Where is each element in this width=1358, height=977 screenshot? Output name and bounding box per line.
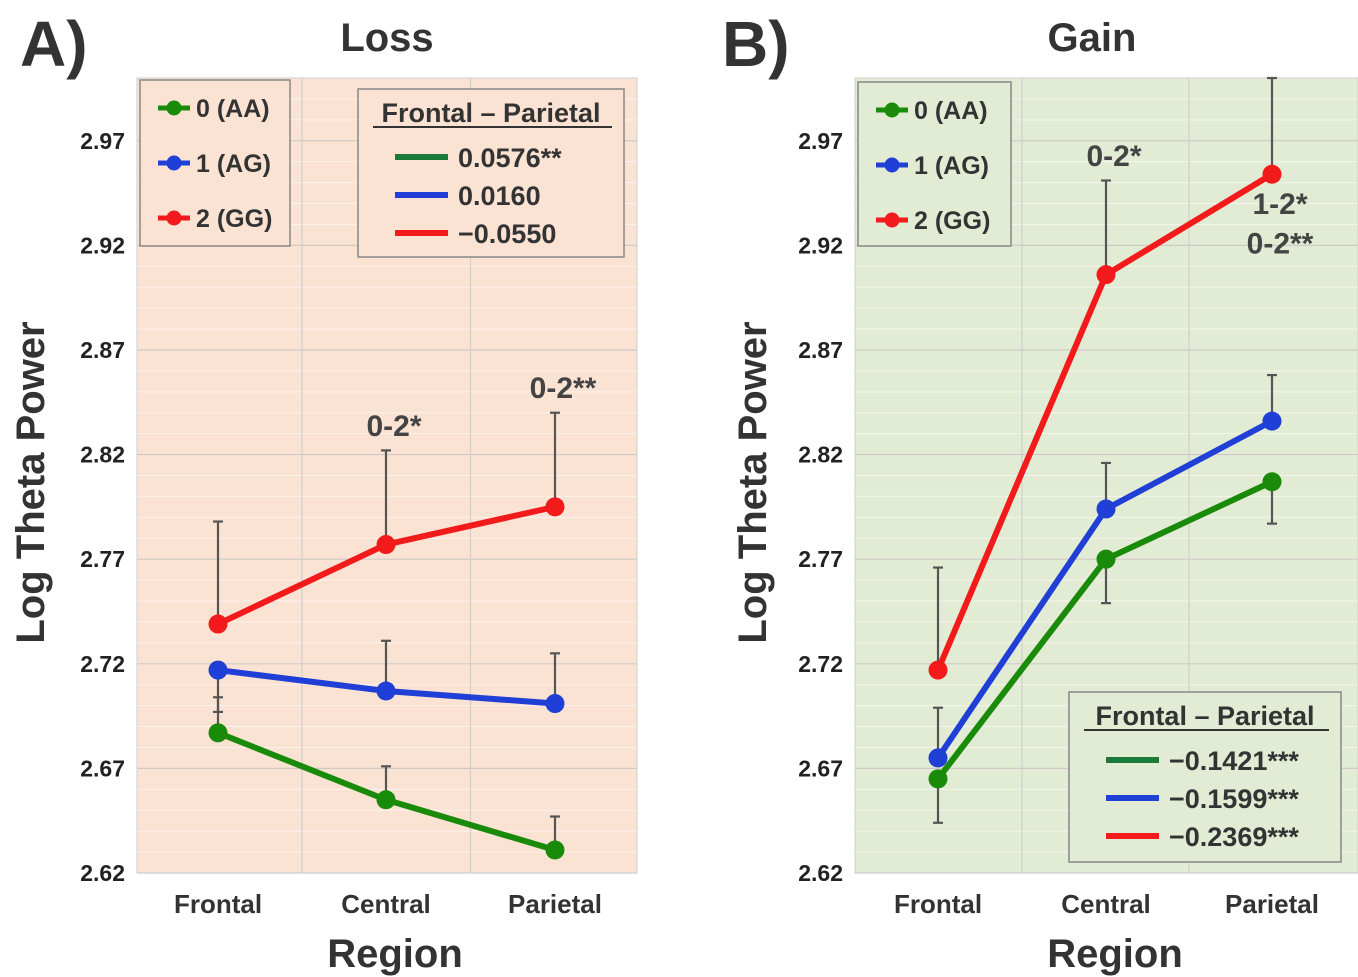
y-tick-label: 2.97 [798,128,843,154]
contrast-legend-entry: 0.0576** [458,143,562,173]
data-point [545,497,565,517]
y-tick-label: 2.62 [80,860,125,886]
legend-swatch-marker [884,157,900,173]
legend-entry: 2 (GG) [196,205,272,233]
contrast-legend-title: Frontal – Parietal [381,98,600,128]
y-tick-label: 2.72 [80,651,125,677]
legend-swatch-marker [884,102,900,118]
x-tick-label: Frontal [894,889,982,919]
data-point [1262,411,1282,431]
data-point [376,535,396,555]
legend-entry: 1 (AG) [196,150,271,178]
y-tick-label: 2.82 [80,442,125,468]
data-point [1096,549,1116,569]
legend-swatch-marker [166,210,182,226]
chart-title: Loss [340,16,433,60]
data-point [545,840,565,860]
panel-loss: A) Loss 2.62 2.67 2.72 2.77 2.82 2.87 2.92 2.97 Lo… [9,8,638,976]
y-axis-label: Log Theta Power [731,321,775,643]
x-axis-label: Region [327,932,463,976]
y-tick-label: 2.92 [80,232,125,258]
y-tick-label: 2.92 [798,232,843,258]
data-point [1262,164,1282,184]
y-tick-label: 2.67 [80,755,125,781]
contrast-legend-entry: −0.1599*** [1169,784,1299,814]
panel-gain: B) Gain 2.62 2.67 2.72 2.77 2.82 2.87 2.92 2.97 Lo… [722,8,1358,976]
contrast-legend-entry: −0.2369*** [1169,822,1299,852]
data-point [928,769,948,789]
y-tick-label: 2.87 [80,337,125,363]
y-tick-label: 2.62 [798,860,843,886]
data-point [1096,499,1116,519]
legend-swatch-marker [166,155,182,171]
legend-swatch-marker [884,212,900,228]
contrast-legend-entry: −0.1421*** [1169,746,1299,776]
significance-annotation: 0-2** [1247,228,1314,261]
y-tick-label: 2.77 [798,546,843,572]
data-point [376,681,396,701]
legend-entry: 0 (AA) [196,95,270,123]
y-axis-label: Log Theta Power [9,321,53,643]
significance-annotation: 1-2* [1252,188,1307,221]
data-point [208,723,228,743]
plot-border [854,77,1358,874]
y-tick-label: 2.72 [798,651,843,677]
data-point [928,660,948,680]
data-point [928,748,948,768]
significance-annotation: 0-2** [530,372,597,405]
x-tick-label: Central [1061,889,1151,919]
significance-annotation: 0-2* [1086,140,1141,173]
x-tick-label: Parietal [508,889,602,919]
data-point [1262,472,1282,492]
data-point [376,790,396,810]
significance-annotation: 0-2* [366,410,421,443]
plot-border [136,77,638,874]
legend-entry: 0 (AA) [914,97,988,125]
data-point [545,694,565,714]
y-tick-label: 2.67 [798,755,843,781]
data-point [1096,265,1116,285]
y-tick-label: 2.77 [80,546,125,572]
chart-title: Gain [1048,16,1137,60]
x-tick-label: Parietal [1225,889,1319,919]
y-tick-label: 2.87 [798,337,843,363]
panel-label: B) [722,8,790,80]
legend-swatch-marker [166,100,182,116]
data-point [208,660,228,680]
y-tick-label: 2.97 [80,128,125,154]
panel-label: A) [20,8,88,80]
y-tick-label: 2.82 [798,442,843,468]
contrast-legend-entry: 0.0160 [458,181,541,211]
x-axis-label: Region [1047,932,1183,976]
legend-entry: 2 (GG) [914,207,990,235]
data-point [208,614,228,634]
legend-entry: 1 (AG) [914,152,989,180]
contrast-legend-entry: −0.0550 [458,219,556,249]
x-tick-label: Frontal [174,889,262,919]
contrast-legend-title: Frontal – Parietal [1095,701,1314,731]
x-tick-label: Central [341,889,431,919]
contrast-legend-box [357,88,625,258]
